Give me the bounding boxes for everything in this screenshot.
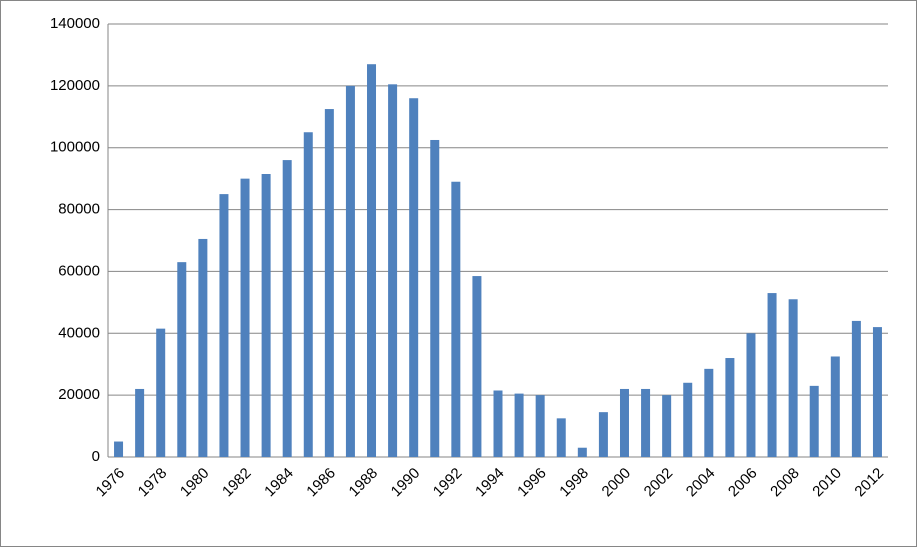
bar	[156, 328, 166, 457]
y-tick-label: 40000	[58, 324, 100, 341]
bar	[261, 174, 271, 457]
y-tick-label: 100000	[50, 139, 100, 156]
bar	[598, 412, 608, 457]
bar	[177, 262, 187, 457]
bar	[114, 441, 124, 457]
y-tick-label: 0	[92, 448, 100, 465]
bar	[830, 356, 840, 457]
bar	[725, 358, 735, 457]
bar	[662, 395, 672, 457]
bar	[535, 395, 545, 457]
bar	[788, 299, 798, 457]
bar	[767, 293, 777, 457]
bar	[809, 385, 819, 457]
bar	[451, 181, 461, 457]
bar	[641, 388, 651, 457]
bar	[303, 132, 313, 457]
y-tick-label: 20000	[58, 386, 100, 403]
bar	[367, 64, 377, 457]
bar	[324, 109, 334, 457]
bar	[746, 333, 756, 457]
bar	[345, 85, 355, 457]
bar	[514, 393, 524, 457]
bar	[704, 368, 714, 457]
bar	[577, 447, 587, 457]
bar	[851, 320, 861, 457]
bar	[388, 84, 398, 457]
bar	[219, 194, 229, 457]
y-tick-label: 120000	[50, 77, 100, 94]
y-tick-label: 80000	[58, 201, 100, 218]
bar	[409, 98, 419, 457]
y-tick-label: 140000	[50, 15, 100, 32]
bar	[282, 160, 292, 458]
bar	[872, 327, 882, 457]
y-tick-label: 60000	[58, 262, 100, 279]
bar	[430, 139, 440, 457]
bar	[493, 390, 503, 457]
bar	[198, 238, 208, 457]
bar	[240, 178, 250, 457]
bar	[472, 276, 482, 457]
bar	[556, 418, 566, 457]
bar	[135, 388, 145, 457]
bar	[683, 382, 693, 457]
bar	[619, 388, 629, 457]
